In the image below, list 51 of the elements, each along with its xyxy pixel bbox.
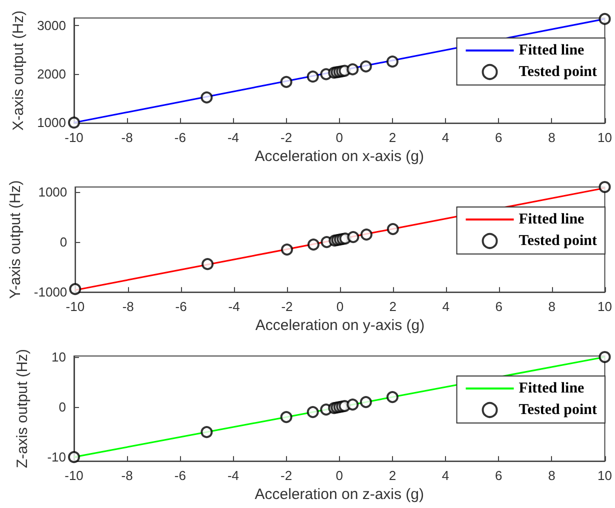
x-tick-label: 0 bbox=[336, 299, 344, 314]
y-tick-label: 1000 bbox=[37, 115, 66, 130]
y-axis-title: Z-axis output (Hz) bbox=[14, 348, 31, 468]
x-tick-label: -4 bbox=[227, 130, 240, 146]
y-tick-label: 0 bbox=[60, 234, 68, 250]
x-tick-label: 8 bbox=[548, 468, 556, 484]
x-tick-label: 4 bbox=[442, 468, 450, 484]
x-tick-label: 6 bbox=[495, 299, 502, 314]
x-tick-label: -6 bbox=[174, 130, 186, 146]
y-tick-label: 1000 bbox=[38, 184, 68, 200]
y-tick-label: 10 bbox=[52, 350, 66, 364]
legend-label: Tested point bbox=[518, 64, 598, 80]
legend-label: Tested point bbox=[518, 402, 598, 418]
x-tick-label: 6 bbox=[495, 130, 502, 146]
x-tick-label: 0 bbox=[336, 130, 343, 146]
x-tick-label: 0 bbox=[336, 468, 343, 484]
x-tick-label: 6 bbox=[495, 468, 502, 484]
x-tick-label: -2 bbox=[280, 468, 292, 484]
y-tick-label: 2000 bbox=[37, 66, 66, 82]
x-tick-label: -6 bbox=[175, 299, 187, 314]
x-axis-title: Acceleration on y-axis (g) bbox=[255, 317, 425, 334]
x-tick-label: 2 bbox=[388, 468, 396, 484]
x-tick-label: 10 bbox=[598, 468, 612, 484]
x-tick-label: -8 bbox=[121, 468, 133, 484]
y-axis-title: Y-axis output (Hz) bbox=[7, 180, 24, 299]
y-tick-label: 0 bbox=[58, 400, 66, 415]
legend-label: Fitted line bbox=[518, 380, 585, 396]
x-tick-label: -6 bbox=[174, 468, 186, 484]
x-tick-label: 2 bbox=[389, 299, 397, 314]
y-tick-label: 3000 bbox=[37, 18, 66, 34]
x-tick-label: 4 bbox=[442, 299, 450, 314]
legend-label: Tested point bbox=[518, 233, 598, 249]
x-axis-title: Acceleration on z-axis (g) bbox=[254, 486, 424, 503]
y-axis-title: X-axis output (Hz) bbox=[10, 10, 28, 131]
x-tick-label: 8 bbox=[548, 299, 556, 314]
x-tick-label: -4 bbox=[227, 468, 240, 484]
y-tick-label: -1000 bbox=[34, 284, 68, 300]
x-tick-label: -8 bbox=[121, 130, 133, 146]
y-tick-label: -10 bbox=[47, 450, 66, 465]
legend-label: Fitted line bbox=[518, 212, 585, 228]
x-tick-label: -4 bbox=[228, 299, 240, 314]
x-tick-label: -8 bbox=[122, 299, 134, 314]
x-tick-label: 10 bbox=[598, 299, 612, 314]
x-tick-label: -2 bbox=[281, 299, 293, 314]
x-tick-label: 4 bbox=[442, 130, 450, 146]
x-tick-label: 8 bbox=[548, 130, 556, 146]
x-axis-title: Acceleration on x-axis (g) bbox=[254, 148, 424, 165]
x-tick-label: 10 bbox=[598, 130, 612, 146]
legend-label: Fitted line bbox=[518, 42, 585, 58]
x-tick-label: -2 bbox=[280, 130, 292, 146]
x-tick-label: 2 bbox=[388, 130, 396, 146]
